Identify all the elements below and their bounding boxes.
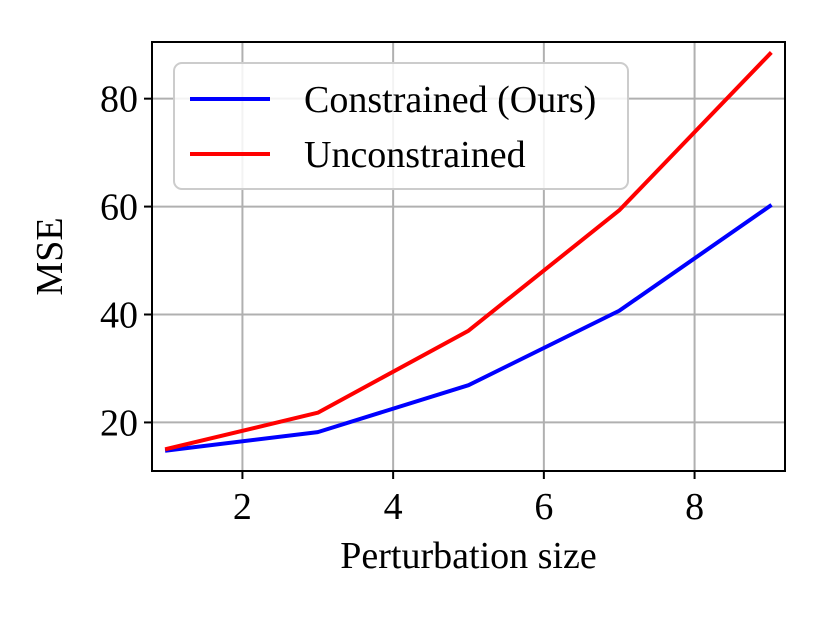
x-tick-label-6: 6 [534, 486, 553, 528]
series-line-2 [164, 51, 773, 452]
y-tick-label-80: 80 [100, 79, 138, 121]
legend: Constrained (Ours) Unconstrained [173, 62, 629, 190]
ticks-layer: 2 4 6 8 20 40 60 80 [100, 79, 704, 528]
x-tick-label-2: 2 [233, 486, 252, 528]
x-tick-label-4: 4 [384, 486, 403, 528]
y-axis-label: MSE [29, 217, 71, 295]
y-tick-label-20: 20 [100, 402, 138, 444]
series-line-1 [164, 203, 773, 453]
legend-label-2: Unconstrained [304, 134, 526, 176]
y-tick-label-60: 60 [100, 187, 138, 229]
legend-box [173, 62, 629, 190]
x-tick-label-8: 8 [685, 486, 704, 528]
legend-label-1: Constrained (Ours) [304, 79, 596, 121]
x-axis-label: Perturbation size [340, 535, 596, 577]
y-tick-label-40: 40 [100, 295, 138, 337]
plot-frame [151, 41, 786, 472]
series-layer [164, 51, 773, 453]
